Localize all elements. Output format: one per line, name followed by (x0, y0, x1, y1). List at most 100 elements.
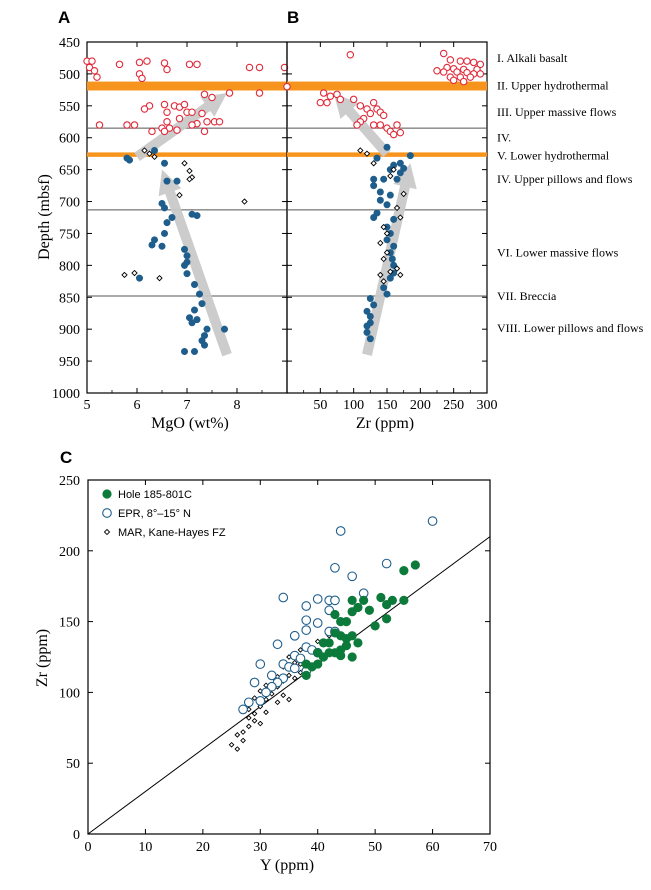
panel-a-data-point (245, 63, 254, 72)
panel-b-data-point (370, 301, 378, 309)
panel-b-data-point (383, 230, 391, 237)
panel-a-data-point (183, 252, 191, 260)
panel-a-data-point (191, 348, 199, 356)
panel-c-data-point (353, 638, 363, 648)
panel-b-data-point (393, 204, 401, 212)
panel-a-hydrothermal-band (87, 81, 287, 91)
panel-a-data-point (191, 306, 199, 314)
panel-a-data-point (201, 341, 209, 349)
panel-a-data-point (255, 89, 264, 97)
panel-b-data-point (388, 255, 396, 263)
panel-b-data-point (387, 172, 394, 180)
panel-b-data-point (356, 102, 365, 110)
panel-c-data-point (234, 732, 241, 738)
panel-c-data-point (238, 704, 248, 715)
panel-a-data-point (188, 108, 196, 116)
panel-b-data-point (380, 278, 387, 285)
zone-label: IV. (497, 131, 511, 145)
panel-b-x-tick-label: 100 (343, 398, 364, 413)
panel-a-y-tick-label: 900 (59, 323, 80, 338)
panel-a-y-tick-label: 1000 (52, 387, 80, 402)
panel-b-data-point (369, 98, 378, 107)
panel-c-x-tick-label: 20 (196, 840, 210, 855)
panel-b-data-point (323, 98, 331, 107)
panel-b-x-tick-label: 150 (377, 398, 398, 413)
panel-a-data-point (163, 118, 171, 126)
panel-b-xlabel: Zr (ppm) (356, 415, 414, 432)
panel-b-data-point (369, 121, 378, 129)
panel-c-data-point (399, 566, 409, 576)
panel-b-hydrothermal-band (287, 152, 487, 157)
panel-c-data-point (251, 695, 258, 701)
panel-b-data-point (370, 214, 378, 222)
panel-b-x-tick-label: 50 (313, 398, 327, 413)
panel-c-data-point (240, 737, 246, 744)
panel-c-y-tick-label: 0 (73, 828, 80, 843)
panel-b-x-tick-label: 250 (443, 398, 464, 413)
panel-c-data-point (382, 614, 392, 624)
panel-c-x-tick-label: 30 (253, 840, 267, 855)
panel-c-data-point (381, 558, 392, 569)
panel-c-data-point (255, 696, 266, 706)
panel-a-y-tick-label: 650 (59, 164, 80, 179)
panel-a-data-point (280, 63, 289, 72)
panel-a-data-point (158, 242, 166, 250)
panel-c-data-point (251, 717, 258, 724)
panel-b-data-point (449, 76, 458, 85)
panel-a-data-point (123, 121, 131, 129)
panel-b-data-point (357, 147, 364, 154)
panel-a-data-point (163, 65, 171, 74)
panel-b-data-point (396, 159, 404, 167)
panel-a-data-point (186, 176, 193, 183)
legend-marker (103, 528, 111, 536)
panel-a-plot: 5 6 7 8 450 500 550 600 650 700 750 800 850 900 950 100… (52, 36, 487, 413)
panel-a-data-point (200, 90, 209, 99)
panel-b-data-point (393, 121, 401, 129)
panel-b-data-point (383, 290, 391, 298)
panel-a-data-point (131, 269, 138, 277)
panel-a-data-point (136, 274, 144, 282)
panel-c-ylabel: Zr (ppm) (34, 629, 51, 687)
panel-c-data-point (245, 715, 252, 721)
panel-a-data-point (181, 261, 189, 269)
panel-b-data-point (353, 121, 361, 129)
panel-b-data-point (377, 271, 384, 279)
panel-c-data-point (347, 595, 357, 605)
panel-a-data-point (93, 73, 101, 81)
panel-a-x-tick-label: 5 (84, 398, 91, 413)
panel-b-data-point (363, 307, 371, 315)
panel-b-x-tick-label: 200 (410, 398, 431, 413)
panel-b-data-point (380, 255, 387, 263)
panel-b-data-point (376, 188, 384, 196)
panel-a-data-point (200, 127, 209, 136)
panel-a-data-point (175, 114, 184, 123)
panel-c-reference-line (87, 536, 491, 835)
panel-b-x-tick-label: 300 (477, 398, 498, 413)
panel-c: C Y (ppm) Zr (ppm) 0 10 20 30 40 50 60 70 0 50 100… (34, 448, 497, 874)
panel-a-data-point (183, 270, 191, 278)
panel-a-x-tick-label: 8 (234, 398, 241, 413)
panel-c-data-point (301, 670, 311, 681)
panel-b-data-point (390, 242, 398, 250)
panel-b-data-point (439, 68, 448, 76)
panel-a-data-point (181, 160, 188, 167)
panel-b-data-point (333, 90, 341, 99)
panel-a-xlabel: MgO (wt%) (151, 415, 229, 432)
panel-a-y-tick-label: 750 (59, 227, 80, 242)
panel-c-y-tick-label: 50 (66, 757, 80, 772)
zone-label: VIII. Lower pillows and flows (497, 321, 644, 335)
panel-a-data-point (188, 121, 196, 129)
panel-b-data-point (393, 265, 401, 272)
panel-c-y-tick-label: 100 (59, 686, 80, 701)
panel-a-data-point (188, 319, 196, 327)
panel-c-data-point (286, 696, 292, 703)
panel-a-data-point (203, 118, 211, 126)
panel-b-data-point (390, 215, 398, 223)
panel-a-data-point (221, 325, 229, 333)
panel-c-data-point (280, 692, 287, 699)
panel-c-data-point (301, 615, 312, 626)
panel-a-data-point (130, 121, 139, 129)
panel-c-data-point (336, 616, 346, 627)
panel-b-data-point (380, 223, 387, 231)
panel-b-plot: 50 100 150 200 250 300 (283, 42, 498, 413)
